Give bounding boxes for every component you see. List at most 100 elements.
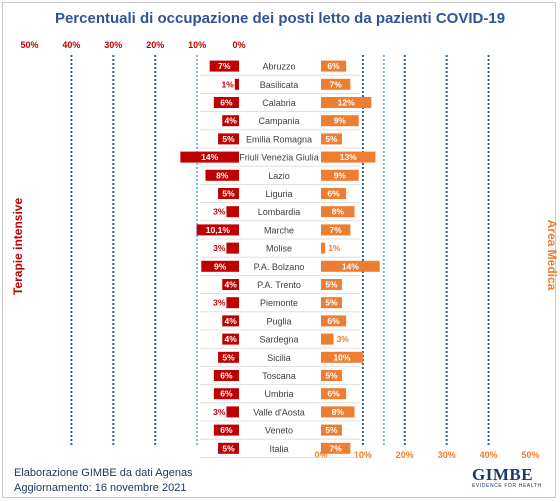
logo-text: GIMBE <box>472 465 534 484</box>
intensive-value-label: 4% <box>224 316 237 326</box>
medical-bar <box>321 78 351 90</box>
intensive-value-label: 10,1% <box>206 225 231 235</box>
medical-bar <box>321 370 342 381</box>
right-tick-label: 20% <box>396 450 414 460</box>
medical-bar <box>321 260 380 272</box>
intensive-value-label: 3% <box>213 243 226 253</box>
medical-value-label: 8% <box>332 207 345 217</box>
medical-value-label: 9% <box>334 116 347 126</box>
medical-bar <box>321 351 363 363</box>
medical-bar <box>321 406 355 418</box>
right-tick-label: 0% <box>314 450 327 460</box>
intensive-value-label: 6% <box>220 389 233 399</box>
intensive-bar <box>226 206 239 218</box>
intensive-bar <box>213 388 239 400</box>
medical-bar <box>321 115 359 127</box>
category-label: Basilicata <box>260 80 299 90</box>
intensive-value-label: 3% <box>213 407 226 417</box>
medical-bar <box>321 388 347 400</box>
gimbe-logo: GIMBE EVIDENCE FOR HEALTH <box>472 465 552 493</box>
right-tick-label: 10% <box>354 450 372 460</box>
category-label: Lazio <box>268 171 290 181</box>
medical-value-label: 12% <box>338 98 355 108</box>
category-label: P.A. Trento <box>257 280 301 290</box>
medical-bar <box>321 333 334 345</box>
intensive-bar <box>234 78 239 90</box>
medical-value-label: 9% <box>334 170 347 180</box>
intensive-bar <box>180 151 239 163</box>
medical-value-label: 5% <box>325 298 338 308</box>
medical-value-label: 1% <box>328 243 341 253</box>
category-label: Puglia <box>266 316 291 326</box>
medical-value-label: 5% <box>325 371 338 381</box>
medical-value-label: 7% <box>330 443 343 453</box>
intensive-value-label: 6% <box>220 425 233 435</box>
intensive-value-label: 14% <box>201 152 218 162</box>
intensive-bar <box>218 351 239 363</box>
medical-bar <box>321 133 342 145</box>
medical-bar <box>321 424 342 436</box>
intensive-bar <box>222 279 239 290</box>
left-tick-label: 30% <box>104 40 122 50</box>
medical-bar <box>321 442 351 454</box>
intensive-bar <box>226 297 239 309</box>
category-label: Sardegna <box>259 335 298 345</box>
intensive-bar <box>222 333 239 345</box>
category-label: Lombardia <box>258 207 301 217</box>
logo-subtext: EVIDENCE FOR HEALTH <box>472 483 542 489</box>
category-label: Molise <box>266 244 292 254</box>
medical-value-label: 7% <box>330 225 343 235</box>
intensive-value-label: 4% <box>224 334 237 344</box>
left-tick-label: 20% <box>146 40 164 50</box>
intensive-value-label: 4% <box>224 116 237 126</box>
medical-bar <box>321 206 355 218</box>
category-label: Veneto <box>265 426 293 436</box>
intensive-bar <box>205 169 239 181</box>
category-label: P.A. Bolzano <box>254 262 305 272</box>
chart-title: Percentuali di occupazione dei posti let… <box>54 10 506 27</box>
medical-value-label: 14% <box>342 261 359 271</box>
footer-source: Elaborazione GIMBE da dati Agenas <box>14 467 193 479</box>
medical-value-label: 7% <box>330 79 343 89</box>
category-label: Umbria <box>264 389 293 399</box>
category-label: Sicilia <box>267 353 291 363</box>
intensive-bar <box>213 97 239 108</box>
intensive-bar <box>201 260 239 272</box>
category-label: Valle d'Aosta <box>253 407 305 417</box>
intensive-bar <box>213 370 239 381</box>
intensive-value-label: 1% <box>222 79 235 89</box>
medical-value-label: 6% <box>327 61 340 71</box>
medical-bar <box>321 151 376 163</box>
medical-value-label: 5% <box>325 134 338 144</box>
intensive-bar <box>196 224 239 236</box>
chart-frame <box>2 2 556 498</box>
medical-value-label: 13% <box>340 152 357 162</box>
intensive-value-label: 4% <box>224 280 237 290</box>
medical-value-label: 6% <box>327 389 340 399</box>
category-label: Liguria <box>265 189 292 199</box>
intensive-bar <box>218 188 239 199</box>
medical-bar <box>321 279 342 290</box>
intensive-bar <box>209 60 239 72</box>
category-label: Emilia Romagna <box>246 134 312 144</box>
medical-value-label: 6% <box>327 189 340 199</box>
medical-value-label: 10% <box>333 352 350 362</box>
right-tick-label: 30% <box>438 450 456 460</box>
right-tick-label: 50% <box>521 450 539 460</box>
medical-value-label: 8% <box>332 407 345 417</box>
medical-bar <box>321 242 326 254</box>
category-label: Piemonte <box>260 298 298 308</box>
category-label: Calabria <box>262 98 296 108</box>
intensive-value-label: 7% <box>218 61 231 71</box>
medical-value-label: 5% <box>325 425 338 435</box>
medical-bar <box>321 97 372 108</box>
left-tick-label: 0% <box>232 40 245 50</box>
intensive-value-label: 6% <box>220 371 233 381</box>
intensive-value-label: 3% <box>213 298 226 308</box>
category-label: Toscana <box>262 371 296 381</box>
intensive-value-label: 3% <box>213 207 226 217</box>
category-label: Abruzzo <box>262 62 295 72</box>
medical-value-label: 3% <box>337 334 350 344</box>
intensive-value-label: 5% <box>222 134 235 144</box>
